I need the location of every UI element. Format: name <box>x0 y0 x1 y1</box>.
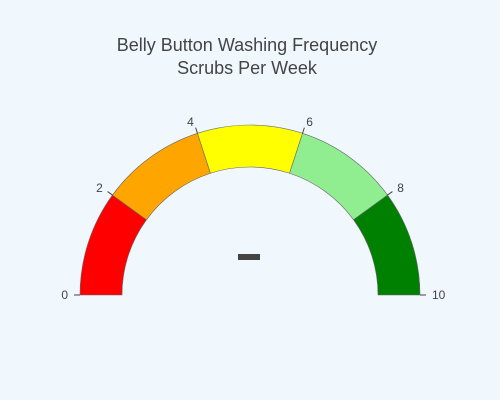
gauge-ticks: 0 2 4 6 8 10 <box>61 115 445 302</box>
value-indicator <box>238 254 260 260</box>
gauge-tick-label-4: 8 <box>397 181 404 195</box>
gauge-tick-label-2: 4 <box>187 115 194 129</box>
gauge-step-4 <box>353 194 421 296</box>
gauge-tick-label-1: 2 <box>96 181 103 195</box>
gauge-tick-label-5: 10 <box>432 288 446 302</box>
gauge-steps <box>79 124 421 296</box>
chart-title-line-2: Scrubs Per Week <box>177 58 318 78</box>
gauge-tick-label-3: 6 <box>306 115 313 129</box>
gauge-step-2 <box>197 124 303 174</box>
chart-title-line-1: Belly Button Washing Frequency <box>117 35 377 55</box>
gauge-tick-mark-1 <box>107 191 113 196</box>
gauge-tick-mark-3 <box>302 127 305 134</box>
gauge-tick-mark-4 <box>387 191 393 196</box>
gauge-tick-label-0: 0 <box>61 288 68 302</box>
gauge-tick-mark-2 <box>195 127 198 134</box>
